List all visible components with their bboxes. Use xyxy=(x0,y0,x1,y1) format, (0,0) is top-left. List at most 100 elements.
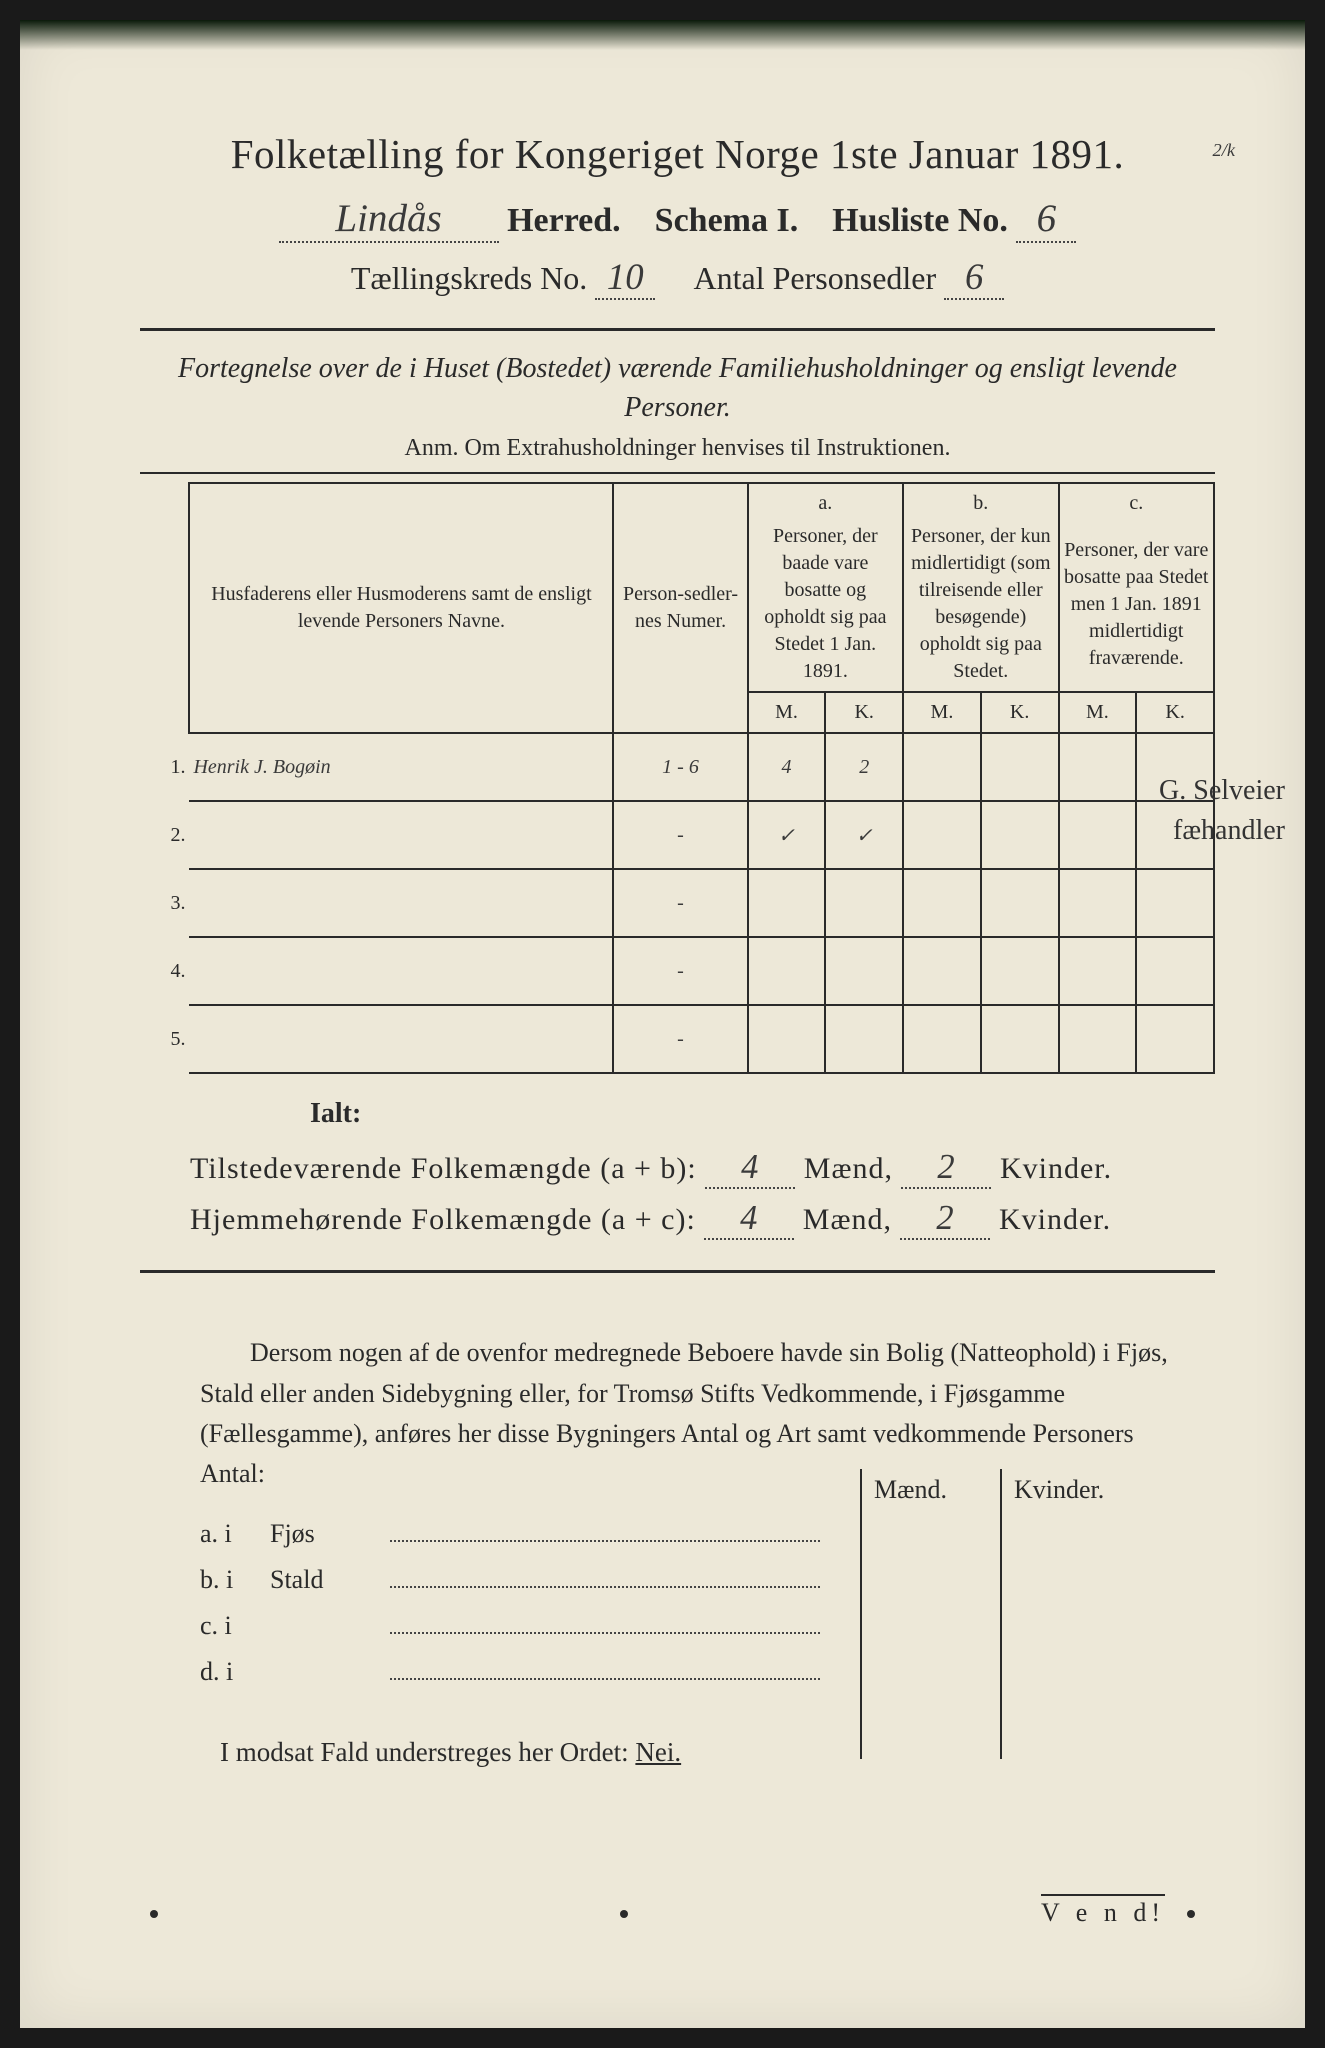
outbuild-type: Fjøs xyxy=(270,1519,390,1549)
col-b: Personer, der kun midlertidigt (som tilr… xyxy=(903,517,1058,692)
resident-k: 2 xyxy=(900,1199,990,1240)
row-c-m xyxy=(1059,1005,1137,1073)
present-m-lab: Mænd, xyxy=(804,1152,893,1185)
table-row: 4.- xyxy=(140,937,1214,1005)
col-b-m: M. xyxy=(903,692,981,733)
col-numer: Person-sedler-nes Numer. xyxy=(613,483,747,733)
maend-label: Mænd. xyxy=(860,1469,1000,1511)
totals-resident: Hjemmehørende Folkemængde (a + c): 4 Mæn… xyxy=(190,1199,1215,1240)
row-numer: - xyxy=(613,801,747,869)
table-row: 2.-✓✓ xyxy=(140,801,1214,869)
registration-dot xyxy=(1187,1910,1195,1918)
row-a-m: ✓ xyxy=(748,801,826,869)
row-a-m: 4 xyxy=(748,733,826,801)
resident-k-lab: Kvinder. xyxy=(999,1203,1111,1236)
schema-label: Schema I. xyxy=(655,202,799,239)
col-a-m: M. xyxy=(748,692,826,733)
vline xyxy=(860,1509,862,1759)
row-numer: - xyxy=(613,937,747,1005)
header-line-2: Lindås Herred. Schema I. Husliste No. 6 xyxy=(140,196,1215,243)
row-numer: - xyxy=(613,1005,747,1073)
col-c-label: c. xyxy=(1059,483,1214,517)
row-b-k xyxy=(981,1005,1059,1073)
registration-dot xyxy=(620,1910,628,1918)
outbuild-row: d. i xyxy=(200,1657,1215,1687)
col-b-k: K. xyxy=(981,692,1059,733)
row-a-k: ✓ xyxy=(825,801,903,869)
row-name xyxy=(189,869,613,937)
row-b-m xyxy=(903,937,981,1005)
row-name xyxy=(189,801,613,869)
present-m: 4 xyxy=(705,1148,795,1189)
row-c-m xyxy=(1059,937,1137,1005)
outbuild-type: Stald xyxy=(270,1565,390,1595)
personsedler-label: Antal Personsedler xyxy=(694,260,937,296)
outbuild-row: a. iFjøs xyxy=(200,1519,1215,1549)
resident-m-lab: Mænd, xyxy=(803,1203,892,1236)
totals-present: Tilstedeværende Folkemængde (a + b): 4 M… xyxy=(190,1148,1215,1189)
kreds-label: Tællingskreds No. xyxy=(351,260,587,296)
col-a-k: K. xyxy=(825,692,903,733)
resident-m: 4 xyxy=(704,1199,794,1240)
census-form-page: 2/k Folketælling for Kongeriget Norge 1s… xyxy=(20,20,1305,2028)
row-b-m xyxy=(903,1005,981,1073)
row-b-k xyxy=(981,937,1059,1005)
nei-text: I modsat Fald understreges her Ordet: xyxy=(220,1737,629,1767)
kreds-value: 10 xyxy=(595,255,655,300)
row-name xyxy=(189,937,613,1005)
husliste-label: Husliste No. xyxy=(832,202,1008,239)
divider xyxy=(140,328,1215,331)
husliste-value: 6 xyxy=(1016,196,1076,243)
anm-note: Anm. Om Extrahusholdninger henvises til … xyxy=(140,435,1215,462)
resident-label: Hjemmehørende Folkemængde (a + c): xyxy=(190,1203,696,1236)
vend-label: V e n d! xyxy=(1041,1894,1165,1928)
dotted-line xyxy=(390,1540,820,1542)
row-a-k xyxy=(825,1005,903,1073)
row-numer: 1 - 6 xyxy=(613,733,747,801)
top-right-annotation: 2/k xyxy=(1213,140,1235,161)
col-a: Personer, der baade vare bosatte og opho… xyxy=(748,517,903,692)
row-c-k xyxy=(1136,937,1214,1005)
ialt-label: Ialt: xyxy=(310,1098,1215,1130)
row-number: 1. xyxy=(140,733,189,801)
row-b-m xyxy=(903,733,981,801)
row-a-k: 2 xyxy=(825,733,903,801)
col-names: Husfaderens eller Husmoderens samt de en… xyxy=(189,483,613,733)
nei-word: Nei. xyxy=(635,1737,681,1767)
vline xyxy=(1000,1509,1002,1759)
present-k: 2 xyxy=(901,1148,991,1189)
outbuild-lab: c. i xyxy=(200,1611,270,1641)
nei-line: I modsat Fald understreges her Ordet: Ne… xyxy=(220,1737,1215,1768)
row-number: 2. xyxy=(140,801,189,869)
outbuild-lab: d. i xyxy=(200,1657,270,1687)
row-c-m xyxy=(1059,869,1137,937)
divider xyxy=(140,472,1215,474)
row-b-m xyxy=(903,801,981,869)
row-number: 5. xyxy=(140,1005,189,1073)
herred-label: Herred. xyxy=(507,202,621,239)
subtitle: Fortegnelse over de i Huset (Bostedet) v… xyxy=(140,349,1215,427)
row-b-k xyxy=(981,801,1059,869)
present-k-lab: Kvinder. xyxy=(1000,1152,1112,1185)
row-name xyxy=(189,1005,613,1073)
row-c-m xyxy=(1059,733,1137,801)
col-c-k: K. xyxy=(1136,692,1214,733)
col-b-label: b. xyxy=(903,483,1058,517)
row-name: Henrik J. Bogøin xyxy=(189,733,613,801)
table-row: 5. - xyxy=(140,1005,1214,1073)
herred-value: Lindås xyxy=(279,196,499,243)
present-label: Tilstedeværende Folkemængde (a + b): xyxy=(190,1152,697,1185)
dotted-line xyxy=(390,1586,820,1588)
kvinder-label: Kvinder. xyxy=(1000,1469,1140,1511)
outbuild-row: c. i xyxy=(200,1611,1215,1641)
outbuilding-section: Mænd. Kvinder. a. iFjøsb. iStaldc. id. i xyxy=(200,1519,1215,1687)
table-row: 3.- xyxy=(140,869,1214,937)
row-a-k xyxy=(825,869,903,937)
personsedler-value: 6 xyxy=(944,255,1004,300)
col-c-m: M. xyxy=(1059,692,1137,733)
form-title: Folketælling for Kongeriget Norge 1ste J… xyxy=(140,130,1215,178)
col-a-label: a. xyxy=(748,483,903,517)
outbuild-lab: b. i xyxy=(200,1565,270,1595)
row-c-m xyxy=(1059,801,1137,869)
row-a-m xyxy=(748,937,826,1005)
